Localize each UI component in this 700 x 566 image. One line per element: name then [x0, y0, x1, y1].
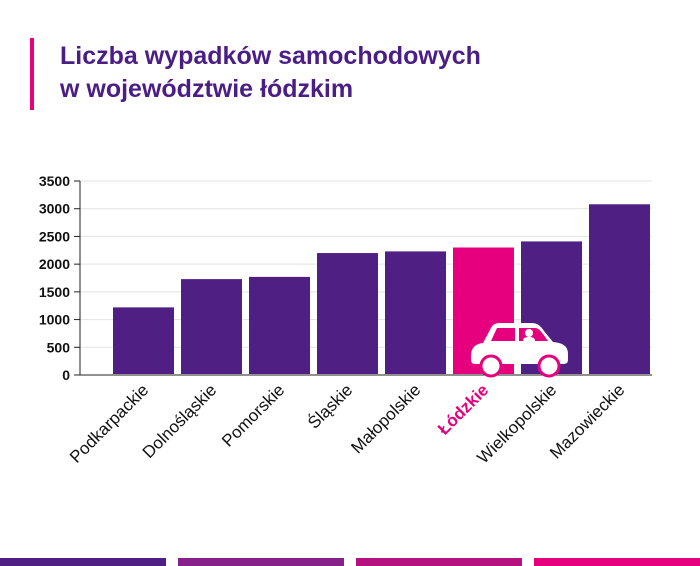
chart-title-line-1: Liczba wypadków samochodowych: [60, 42, 481, 70]
footer-strip-3: [534, 558, 700, 566]
y-tick-label: 3000: [39, 201, 70, 217]
car-window-front: [491, 328, 515, 341]
car-wheel-front: [479, 354, 503, 378]
footer-strip-0: [0, 558, 166, 566]
bar-4: [385, 251, 446, 374]
y-tick-label: 2000: [39, 256, 70, 272]
x-tick-label-2: Pomorskie: [218, 380, 288, 450]
y-tick-label: 2500: [39, 228, 70, 244]
chart-title: Liczba wypadków samochodowych w wojewódz…: [60, 40, 481, 106]
footer-strip-2: [356, 558, 522, 566]
car-wheel-rear: [537, 354, 561, 378]
chart-title-line-2: w województwie łódzkim: [60, 75, 354, 103]
bar-3: [317, 253, 378, 374]
car-icon: [471, 323, 568, 378]
car-driver-body: [523, 337, 535, 341]
car-driver-head: [525, 329, 533, 337]
bar-7: [589, 204, 650, 374]
y-tick-label: 0: [62, 367, 70, 383]
footer-strip-1: [178, 558, 344, 566]
x-tick-label-0: Podkarpackie: [66, 380, 152, 466]
y-tick-label: 1500: [39, 284, 70, 300]
y-tick-label: 3500: [39, 173, 70, 189]
bar-1: [181, 279, 242, 374]
bar-0: [113, 307, 174, 374]
y-tick-label: 500: [47, 339, 71, 355]
bar-2: [249, 276, 310, 374]
x-tick-label-4: Małopolskie: [347, 380, 424, 457]
x-tick-label-5: Łódzkie: [434, 380, 492, 438]
x-tick-label-3: Śląskie: [304, 380, 356, 432]
title-accent-bar: [30, 38, 34, 110]
y-tick-label: 1000: [39, 312, 70, 328]
